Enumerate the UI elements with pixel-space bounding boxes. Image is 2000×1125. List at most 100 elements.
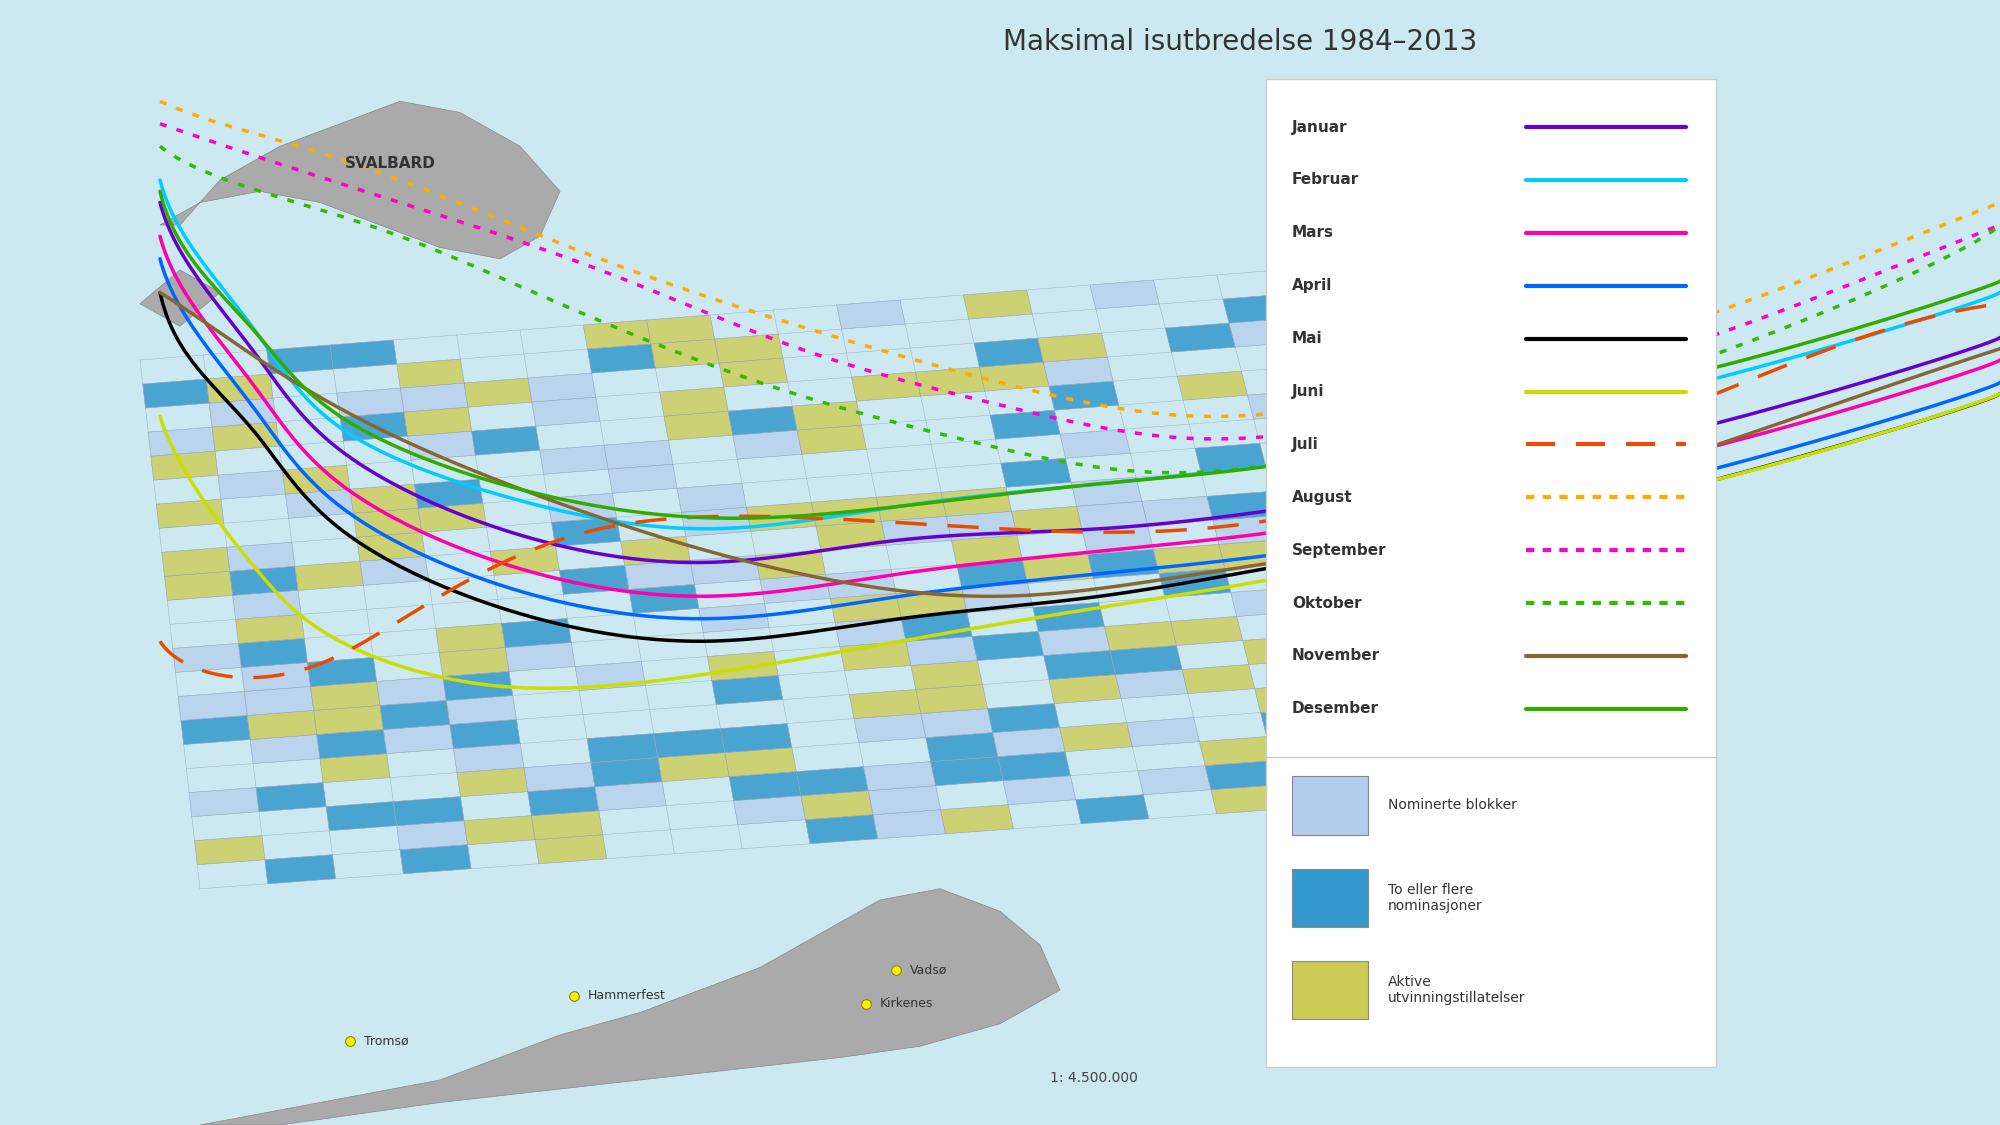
Polygon shape xyxy=(720,358,788,387)
FancyBboxPatch shape xyxy=(1266,79,1716,759)
Polygon shape xyxy=(1076,794,1148,824)
Polygon shape xyxy=(964,290,1032,319)
Polygon shape xyxy=(528,786,598,816)
Polygon shape xyxy=(1138,766,1210,794)
Polygon shape xyxy=(464,816,536,845)
Text: Februar: Februar xyxy=(1292,172,1360,188)
Polygon shape xyxy=(1000,458,1072,487)
Polygon shape xyxy=(942,487,1012,516)
Polygon shape xyxy=(454,744,524,773)
Polygon shape xyxy=(336,388,404,417)
Polygon shape xyxy=(628,584,698,613)
FancyBboxPatch shape xyxy=(1292,961,1368,1019)
Polygon shape xyxy=(1048,675,1122,703)
Polygon shape xyxy=(230,566,298,595)
Polygon shape xyxy=(830,593,902,622)
Polygon shape xyxy=(594,782,666,811)
Polygon shape xyxy=(1166,323,1236,352)
Polygon shape xyxy=(1160,568,1230,597)
Polygon shape xyxy=(156,500,224,529)
Polygon shape xyxy=(172,644,242,673)
Polygon shape xyxy=(1346,775,1420,803)
Polygon shape xyxy=(988,703,1060,732)
Polygon shape xyxy=(728,406,798,435)
Polygon shape xyxy=(396,359,464,388)
Polygon shape xyxy=(472,426,540,456)
Text: April: April xyxy=(1292,278,1332,294)
Polygon shape xyxy=(242,663,310,692)
Polygon shape xyxy=(456,767,528,796)
Polygon shape xyxy=(624,560,694,590)
Polygon shape xyxy=(532,397,600,426)
Text: Mars: Mars xyxy=(1292,225,1334,241)
Polygon shape xyxy=(532,811,602,839)
Polygon shape xyxy=(212,422,280,451)
Polygon shape xyxy=(1228,318,1300,348)
Polygon shape xyxy=(990,411,1060,439)
Polygon shape xyxy=(552,518,620,547)
Polygon shape xyxy=(646,315,714,344)
Polygon shape xyxy=(1260,708,1334,737)
Polygon shape xyxy=(1272,486,1344,515)
Polygon shape xyxy=(506,642,576,672)
Polygon shape xyxy=(1200,737,1272,766)
Polygon shape xyxy=(330,340,396,369)
Polygon shape xyxy=(350,484,418,513)
Polygon shape xyxy=(690,556,760,584)
Polygon shape xyxy=(356,532,426,561)
Text: Nominerte blokker: Nominerte blokker xyxy=(1388,799,1516,812)
Polygon shape xyxy=(1248,390,1318,420)
Text: September: September xyxy=(1292,542,1386,558)
Polygon shape xyxy=(1206,760,1278,790)
Polygon shape xyxy=(1178,371,1248,400)
Polygon shape xyxy=(1090,280,1160,309)
Polygon shape xyxy=(620,537,690,566)
Polygon shape xyxy=(956,559,1028,588)
Polygon shape xyxy=(910,660,982,690)
Text: Oktober: Oktober xyxy=(1292,595,1362,611)
Polygon shape xyxy=(806,814,878,844)
Polygon shape xyxy=(394,796,464,826)
Polygon shape xyxy=(316,729,386,758)
Polygon shape xyxy=(1044,357,1114,386)
Polygon shape xyxy=(1038,627,1110,656)
Polygon shape xyxy=(1302,606,1376,636)
Polygon shape xyxy=(238,638,308,667)
Polygon shape xyxy=(226,542,294,572)
Polygon shape xyxy=(400,845,472,874)
Polygon shape xyxy=(1272,756,1346,785)
Polygon shape xyxy=(812,497,882,526)
Text: Hammerfest: Hammerfest xyxy=(588,989,666,1002)
Polygon shape xyxy=(414,479,482,508)
Polygon shape xyxy=(256,783,326,811)
Polygon shape xyxy=(376,676,446,705)
Polygon shape xyxy=(200,889,1060,1125)
Polygon shape xyxy=(660,387,728,416)
Polygon shape xyxy=(588,344,656,374)
Polygon shape xyxy=(734,795,806,825)
Polygon shape xyxy=(442,672,512,701)
Text: November: November xyxy=(1292,648,1380,664)
Polygon shape xyxy=(920,709,992,738)
Polygon shape xyxy=(248,711,316,739)
Polygon shape xyxy=(206,374,272,403)
Polygon shape xyxy=(1076,502,1148,530)
Text: Juni: Juni xyxy=(1292,384,1324,399)
Polygon shape xyxy=(916,367,984,396)
Polygon shape xyxy=(850,690,920,719)
Polygon shape xyxy=(1022,555,1094,584)
Polygon shape xyxy=(148,428,216,456)
Polygon shape xyxy=(244,686,314,716)
Polygon shape xyxy=(992,728,1066,757)
Polygon shape xyxy=(720,723,792,753)
Polygon shape xyxy=(286,489,354,519)
Polygon shape xyxy=(560,566,628,594)
Polygon shape xyxy=(1206,492,1278,521)
Polygon shape xyxy=(1142,496,1212,525)
Polygon shape xyxy=(1044,650,1116,680)
Polygon shape xyxy=(658,753,730,782)
Polygon shape xyxy=(590,757,662,786)
Polygon shape xyxy=(418,503,486,532)
Polygon shape xyxy=(1104,621,1176,650)
Polygon shape xyxy=(698,603,770,632)
